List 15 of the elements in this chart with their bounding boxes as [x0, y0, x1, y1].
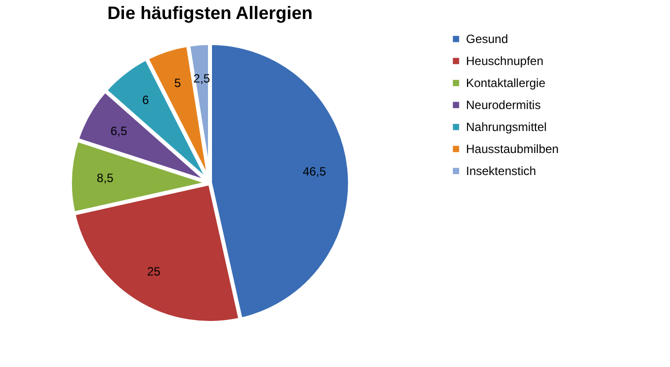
data-label: 25: [147, 264, 161, 279]
legend-label: Kontaktallergie: [466, 76, 546, 90]
chart-title: Die häufigsten Allergien: [107, 3, 313, 23]
data-label: 5: [174, 76, 182, 90]
legend-label: Insektenstich: [466, 164, 536, 178]
data-label: 2,5: [193, 71, 210, 86]
legend-label: Heuschnupfen: [466, 54, 544, 68]
data-label: 8,5: [96, 171, 114, 186]
data-label: 6: [142, 93, 150, 108]
data-label: 46,5: [302, 164, 326, 178]
legend-label: Nahrungsmittel: [466, 120, 547, 134]
legend-label: Hausstaubmilben: [466, 142, 559, 156]
data-label: 6,5: [110, 124, 128, 138]
legend-label: Neurodermitis: [466, 98, 541, 112]
legend-label: Gesund: [466, 32, 508, 46]
